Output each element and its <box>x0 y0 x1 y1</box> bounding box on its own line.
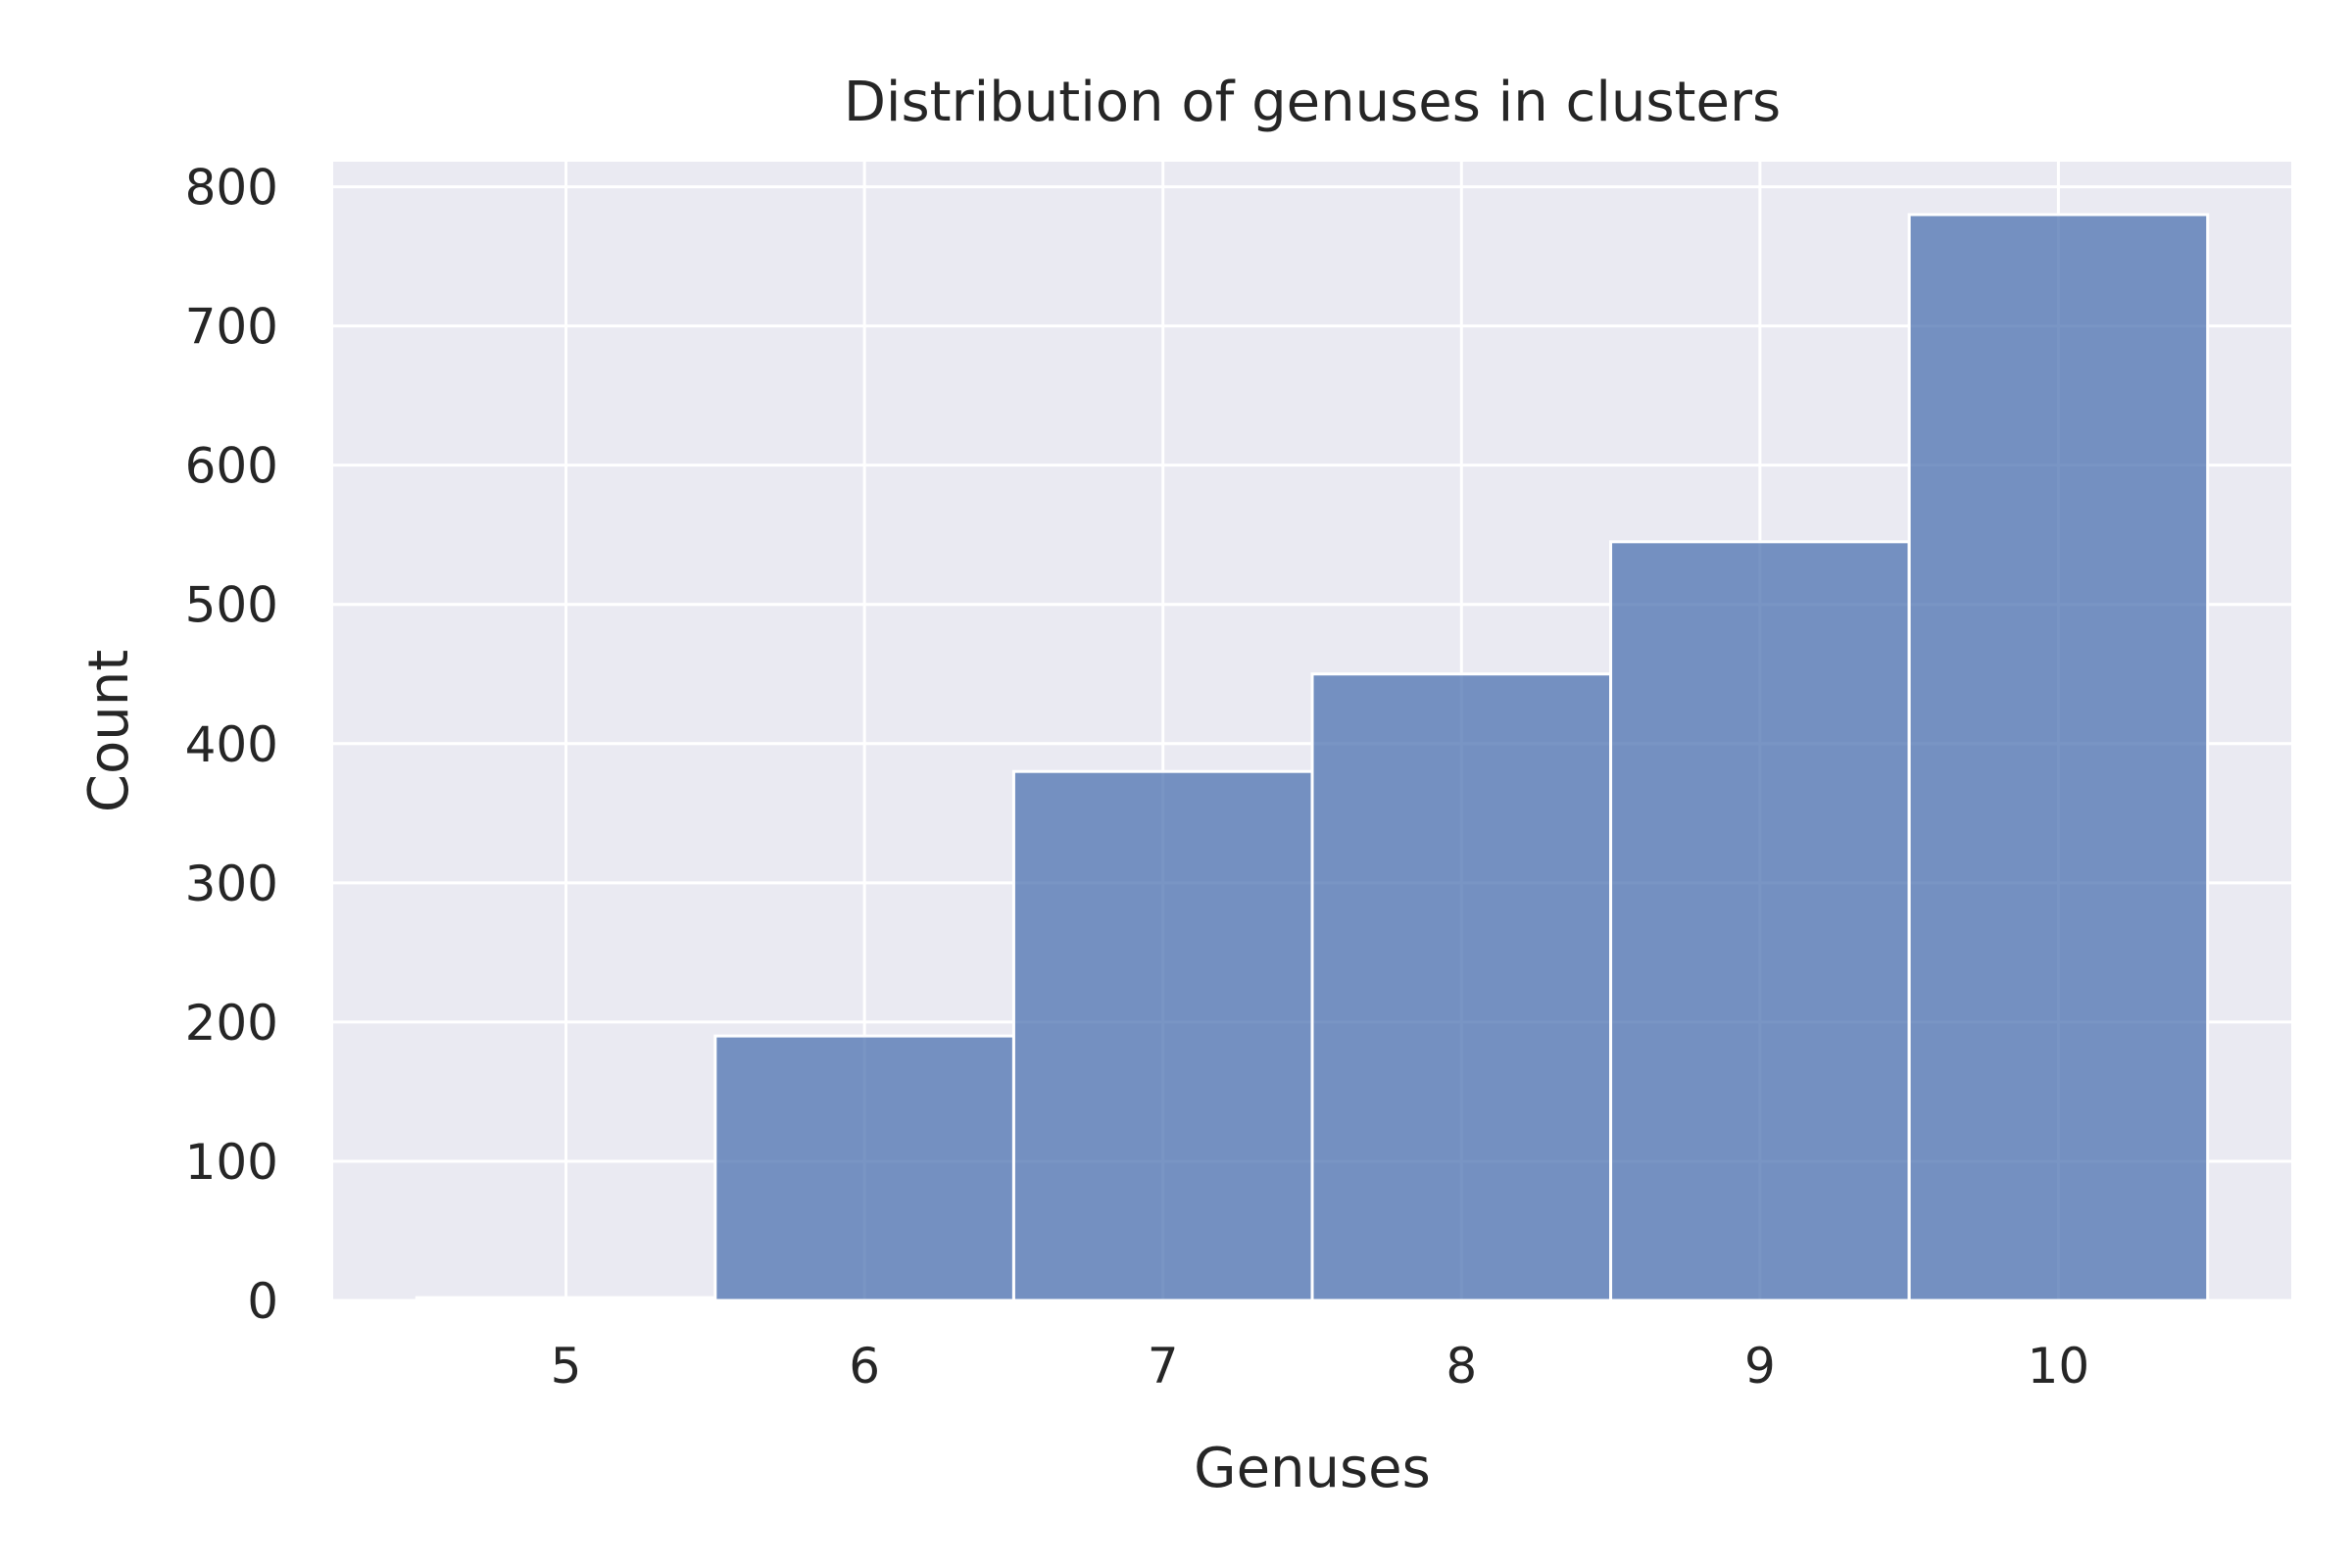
bar-5 <box>415 1296 717 1302</box>
x-tick-label: 7 <box>1148 1338 1179 1395</box>
y-tick-label: 600 <box>185 438 278 495</box>
x-tick-label: 9 <box>1744 1338 1776 1395</box>
y-axis-label: Count <box>77 650 141 812</box>
y-tick-label: 700 <box>185 299 278 356</box>
bar-7 <box>1011 769 1314 1302</box>
y-tick-label: 500 <box>185 577 278 634</box>
y-tick-label: 400 <box>185 716 278 773</box>
x-tick-label: 10 <box>2028 1338 2090 1395</box>
y-tick-label: 800 <box>185 160 278 217</box>
bars <box>415 213 2210 1302</box>
y-tick-labels: 0 100 200 300 400 500 600 700 800 <box>185 160 278 1330</box>
chart-title: Distribution of genuses in clusters <box>844 71 1781 134</box>
x-axis-label: Genuses <box>1194 1437 1431 1500</box>
bar-9 <box>1609 540 1911 1302</box>
bar-8 <box>1310 672 1613 1302</box>
y-tick-label: 300 <box>185 856 278 912</box>
y-tick-label: 0 <box>247 1273 278 1330</box>
x-tick-labels: 5 6 7 8 9 10 <box>551 1338 2090 1395</box>
y-tick-label: 100 <box>185 1134 278 1191</box>
y-tick-label: 200 <box>185 995 278 1052</box>
x-tick-label: 6 <box>849 1338 880 1395</box>
x-tick-label: 5 <box>551 1338 582 1395</box>
bar-6 <box>713 1034 1015 1302</box>
x-tick-label: 8 <box>1446 1338 1477 1395</box>
bar-10 <box>1907 213 2210 1302</box>
